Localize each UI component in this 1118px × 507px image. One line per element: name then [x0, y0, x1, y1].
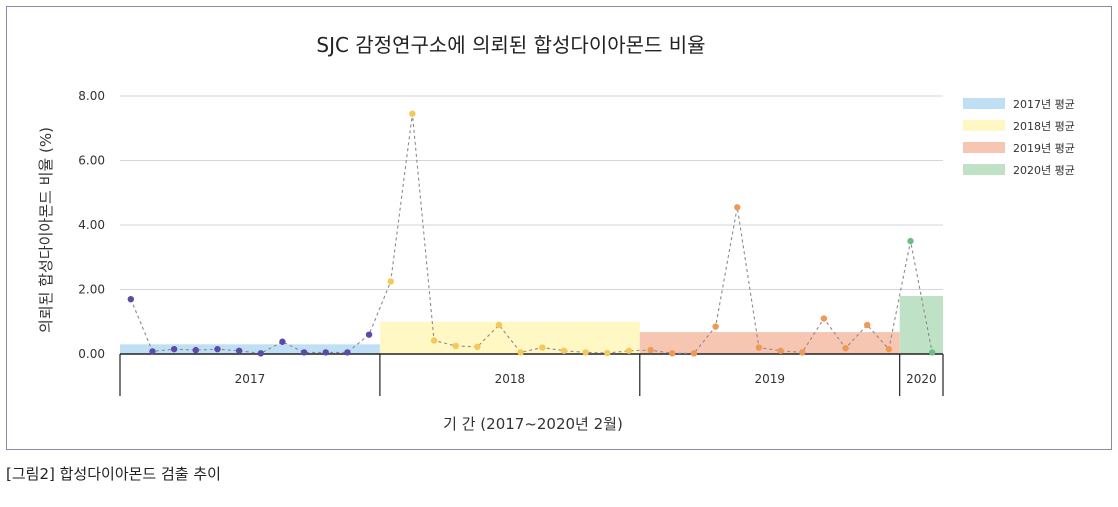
data-point [127, 295, 135, 303]
x-axis-label: 기 간 (2017~2020년 2월) [443, 415, 623, 433]
data-point [647, 346, 654, 354]
data-point [495, 321, 503, 329]
y-tick-label: 0.00 [78, 347, 105, 361]
legend-label-2020: 2020년 평균 [1013, 164, 1075, 177]
data-point [300, 349, 308, 356]
chart-svg: SJC 감정연구소에 의뢰된 합성다이아몬드 비율 의뢰된 합성다이아몬드 비율… [37, 33, 1075, 433]
data-point [365, 331, 373, 338]
data-point [690, 350, 698, 357]
chart-title: SJC 감정연구소에 의뢰된 합성다이아몬드 비율 [316, 33, 705, 57]
data-point [842, 344, 849, 352]
legend-swatch-2018 [963, 120, 1005, 131]
average-band-2019 [639, 332, 900, 354]
data-point [170, 345, 178, 353]
average-band-2018 [379, 321, 640, 354]
data-point [387, 278, 394, 285]
legend-swatch-2019 [963, 142, 1005, 153]
data-point [452, 342, 459, 350]
data-point [474, 343, 481, 351]
legend-label-2018: 2018년 평균 [1013, 120, 1075, 133]
y-tick-label: 4.00 [78, 218, 105, 232]
data-point [322, 349, 329, 356]
average-band-2020 [899, 295, 943, 354]
data-point [192, 346, 200, 354]
data-point [712, 323, 719, 330]
data-point [669, 350, 676, 357]
data-point [604, 349, 611, 357]
data-point [560, 347, 568, 354]
y-tick-label: 2.00 [78, 283, 105, 297]
data-point [539, 344, 546, 351]
data-point [928, 349, 936, 356]
x-tick-label-2018: 2018 [495, 372, 526, 386]
data-point [235, 347, 243, 354]
y-tick-label: 8.00 [78, 89, 105, 103]
figure-caption: [그림2] 합성다이아몬드 검출 추이 [6, 465, 221, 483]
data-point [799, 349, 806, 356]
data-point [625, 347, 633, 354]
legend-label-2019: 2019년 평균 [1013, 142, 1075, 155]
data-point [582, 349, 589, 356]
data-point [279, 338, 286, 345]
data-point [907, 237, 914, 245]
legend-swatch-2017 [963, 98, 1005, 109]
legend-label-2017: 2017년 평균 [1013, 98, 1075, 111]
data-point [344, 349, 351, 356]
legend-swatch-2020 [963, 164, 1005, 175]
data-point [430, 337, 438, 344]
data-point [734, 204, 741, 211]
x-tick-label-2019: 2019 [754, 372, 785, 386]
data-point [517, 349, 524, 356]
series-line [130, 113, 933, 354]
y-tick-label: 6.00 [78, 154, 105, 168]
data-point [820, 315, 828, 322]
data-point [149, 348, 156, 355]
data-point [214, 345, 221, 353]
chart-frame: SJC 감정연구소에 의뢰된 합성다이아몬드 비율 의뢰된 합성다이아몬드 비율… [6, 6, 1112, 450]
data-point [863, 321, 871, 329]
data-point [409, 110, 416, 117]
data-point [755, 344, 763, 351]
average-band-2017 [120, 344, 380, 354]
data-point [257, 350, 264, 357]
x-tick-label-2017: 2017 [235, 372, 266, 386]
data-point [777, 347, 784, 354]
x-tick-label-2020: 2020 [906, 372, 937, 386]
data-point [885, 345, 893, 353]
y-axis-label: 의뢰된 합성다이아몬드 비율 (%) [37, 127, 55, 333]
